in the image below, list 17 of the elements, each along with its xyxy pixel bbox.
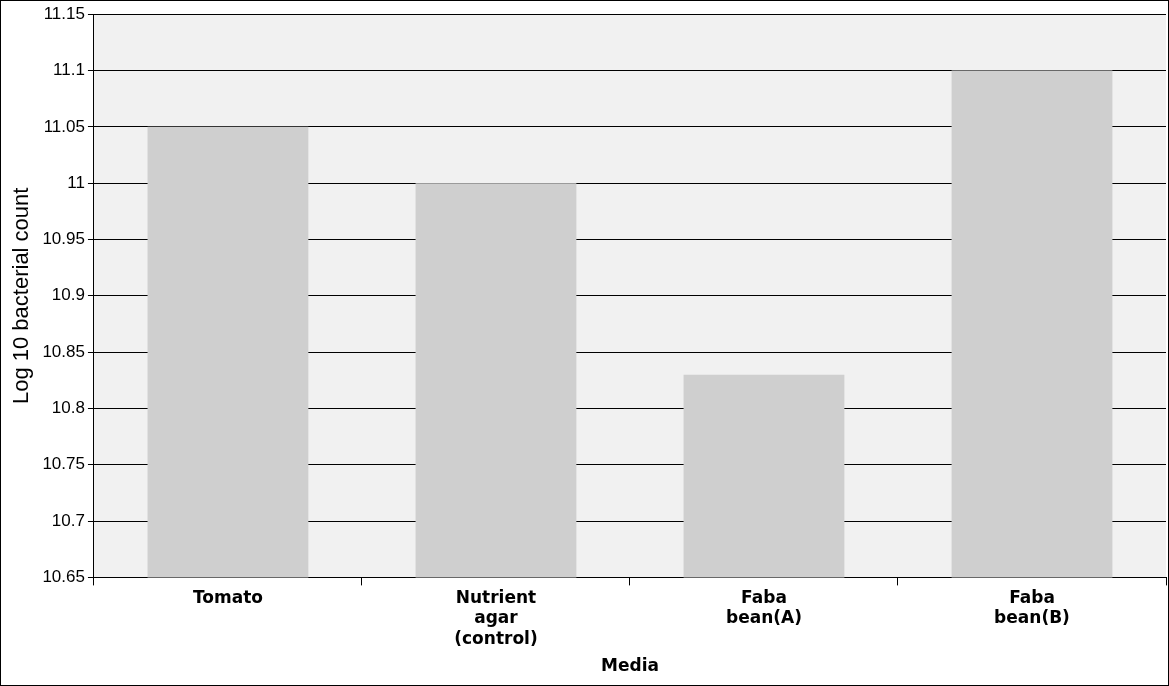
y-tick-label: 10.65 <box>42 567 85 587</box>
y-tick-label: 10.9 <box>51 285 85 305</box>
x-tick-label: Faba bean(A) <box>725 587 802 628</box>
y-tick-label: 11.1 <box>53 60 85 80</box>
x-tick-label: Tomato <box>192 587 263 608</box>
x-tick-label: Nutrient agar (control) <box>454 587 538 648</box>
y-tick-label: 11 <box>67 172 85 192</box>
x-axis-title: Media <box>601 655 659 676</box>
y-tick-label: 10.8 <box>51 398 85 418</box>
y-axis-title: Log 10 bacterial count <box>8 187 34 405</box>
y-tick-label: 10.75 <box>42 454 85 474</box>
y-tick-label: 11.05 <box>43 116 85 136</box>
y-tick-label: 10.85 <box>42 341 85 361</box>
y-tick-label: 11.15 <box>43 3 85 23</box>
x-tick-label: Faba bean(B) <box>994 587 1070 628</box>
y-tick-label: 10.7 <box>51 510 85 530</box>
y-tick-label: 10.95 <box>42 229 85 249</box>
